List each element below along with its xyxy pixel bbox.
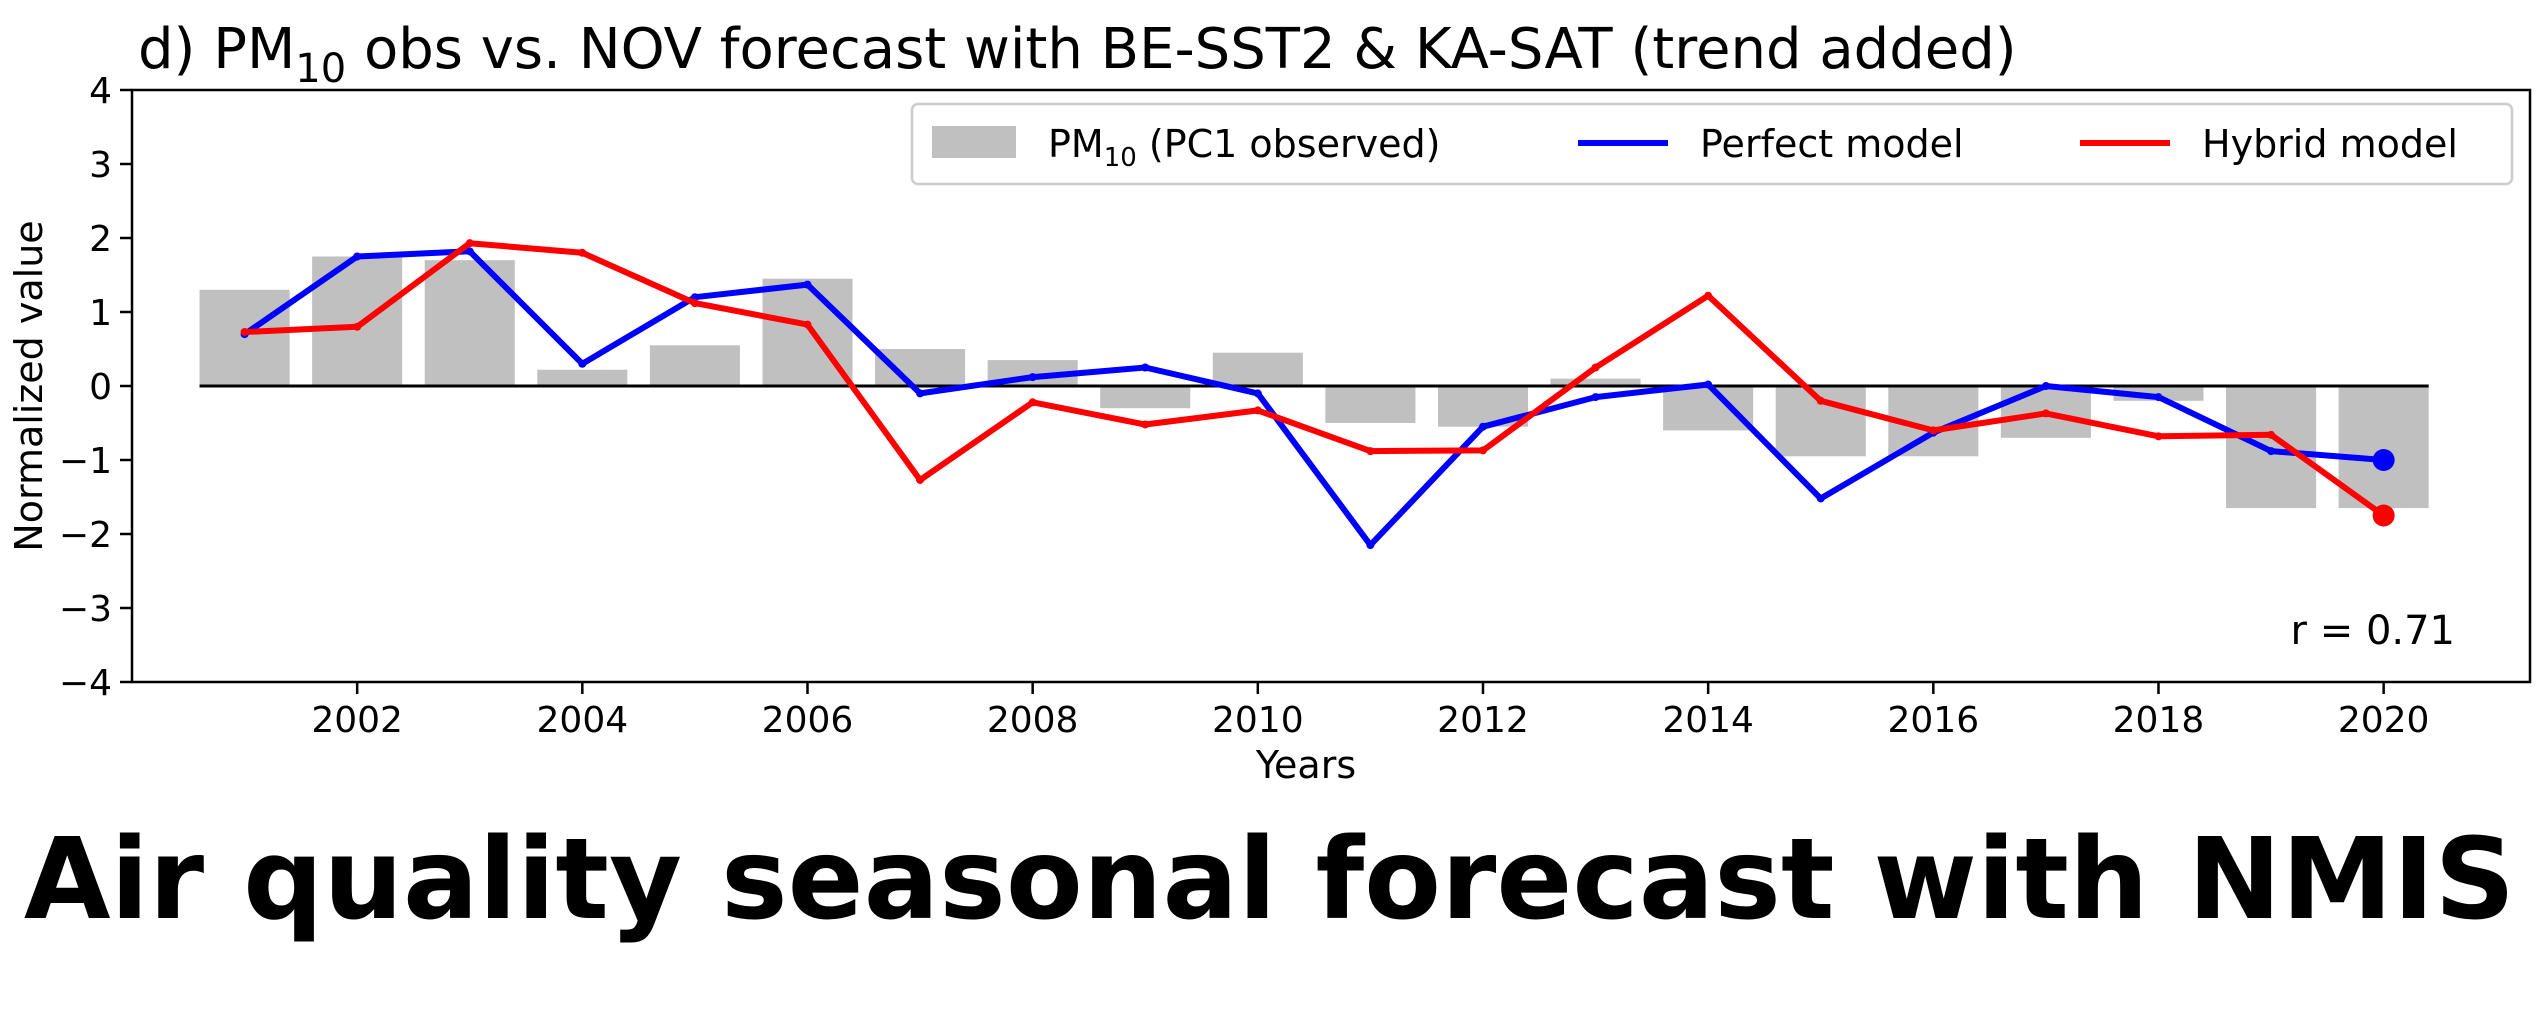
x-tick-label-2020: 2020 bbox=[2338, 700, 2430, 741]
obs-bar-2005 bbox=[649, 345, 740, 386]
perfect-model-point-2017 bbox=[2041, 382, 2050, 390]
hybrid-model-point-2017 bbox=[2041, 409, 2050, 418]
legend-bar-label: PM10 (PC1 observed) bbox=[1048, 122, 1440, 173]
x-tick-label-2008: 2008 bbox=[987, 700, 1079, 741]
y-axis-label: Normalized value bbox=[7, 220, 51, 551]
obs-bar-2014 bbox=[1663, 386, 1754, 431]
hybrid-model-point-2004 bbox=[578, 248, 587, 257]
perfect-model-point-2010 bbox=[1253, 389, 1262, 398]
perfect-model-point-2019 bbox=[2267, 447, 2276, 456]
obs-bar-2007 bbox=[875, 349, 966, 386]
perfect-model-line bbox=[241, 248, 2387, 549]
y-tick-label-5: −1 bbox=[59, 441, 112, 482]
hybrid-model-point-2015 bbox=[1816, 396, 1825, 405]
legend-bar-swatch bbox=[932, 126, 1016, 158]
x-tick-label-2014: 2014 bbox=[1662, 700, 1754, 741]
perfect-model-point-2011 bbox=[1366, 541, 1375, 550]
perfect-model-point-2004 bbox=[578, 359, 587, 368]
x-axis-label: Years bbox=[1255, 743, 1356, 787]
caption: Air quality seasonal forecast with NMIS bbox=[23, 815, 2516, 945]
legend-perfect-label: Perfect model bbox=[1700, 122, 1964, 166]
hybrid-model-point-2009 bbox=[1141, 420, 1150, 429]
y-tick-label-2: 2 bbox=[89, 219, 112, 260]
hybrid-model-point-2014 bbox=[1704, 291, 1713, 300]
lines-layer bbox=[240, 239, 2395, 550]
obs-bar-2013 bbox=[1550, 378, 1641, 386]
hybrid-model-point-2008 bbox=[1028, 398, 1037, 407]
hybrid-model-point-2005 bbox=[690, 299, 699, 308]
hybrid-model-point-2019 bbox=[2267, 430, 2276, 439]
hybrid-model-line bbox=[241, 240, 2387, 519]
x-tick-label-2010: 2010 bbox=[1212, 700, 1304, 741]
perfect-model-point-2002 bbox=[353, 252, 362, 261]
obs-bar-2010 bbox=[1212, 352, 1303, 386]
perfect-model-point-2015 bbox=[1816, 494, 1825, 503]
x-tick-label-2006: 2006 bbox=[762, 700, 854, 741]
perfect-model-point-2020 bbox=[2372, 449, 2395, 471]
obs-bar-2015 bbox=[1775, 386, 1866, 457]
hybrid-model-point-2010 bbox=[1253, 406, 1262, 415]
hybrid-model-point-2003 bbox=[465, 239, 474, 248]
perfect-model-point-2014 bbox=[1704, 380, 1713, 389]
hybrid-model-point-2016 bbox=[1929, 426, 1938, 435]
hybrid-model-point-2013 bbox=[1591, 363, 1600, 372]
pm10-forecast-chart: 4 3 2 1 0 −1 −2 −3 −4 2002 2004 2006 2008 2010 2012 201… bbox=[7, 17, 2532, 787]
perfect-model-point-2013 bbox=[1591, 393, 1600, 402]
perfect-model-point-2003 bbox=[465, 247, 474, 256]
x-tick-label-2012: 2012 bbox=[1437, 700, 1529, 741]
correlation-annotation: r = 0.71 bbox=[2291, 608, 2455, 654]
x-tick-label-2018: 2018 bbox=[2113, 700, 2205, 741]
hybrid-model-point-2007 bbox=[916, 475, 925, 484]
legend-hybrid-label: Hybrid model bbox=[2202, 122, 2458, 166]
chart-title: d) PM10 obs vs. NOV forecast with BE-SST… bbox=[138, 17, 2017, 92]
obs-bar-2011 bbox=[1325, 386, 1416, 423]
y-tick-label-6: −2 bbox=[59, 515, 112, 556]
x-tick-label-2004: 2004 bbox=[537, 700, 629, 741]
y-tick-label-4: 0 bbox=[89, 367, 112, 408]
perfect-model-point-2018 bbox=[2154, 393, 2163, 402]
x-tick-label-2002: 2002 bbox=[311, 700, 403, 741]
obs-bar-2020 bbox=[2338, 386, 2429, 509]
perfect-model-point-2006 bbox=[803, 280, 812, 289]
perfect-model-point-2008 bbox=[1028, 373, 1037, 382]
axes-layer: 4 3 2 1 0 −1 −2 −3 −4 2002 2004 2006 2008 2010 2012 201… bbox=[59, 71, 2430, 741]
hybrid-model-point-2020 bbox=[2372, 504, 2395, 527]
x-tick-label-2016: 2016 bbox=[1888, 700, 1980, 741]
hybrid-model-point-2001 bbox=[240, 327, 249, 336]
hybrid-model-point-2002 bbox=[353, 322, 362, 331]
hybrid-model-point-2018 bbox=[2154, 432, 2163, 441]
perfect-model-point-2012 bbox=[1478, 422, 1487, 431]
obs-bar-2019 bbox=[2226, 386, 2317, 509]
legend-box bbox=[910, 102, 2514, 186]
perfect-model-point-2007 bbox=[916, 389, 925, 398]
y-tick-label-1: 3 bbox=[89, 145, 112, 186]
hybrid-model-point-2011 bbox=[1366, 447, 1375, 456]
y-tick-label-3: 1 bbox=[89, 293, 112, 334]
obs-bar-2009 bbox=[1100, 386, 1191, 409]
perfect-model-point-2009 bbox=[1141, 363, 1150, 372]
legend: PM10 (PC1 observed) Perfect model Hybrid… bbox=[910, 102, 2514, 186]
y-tick-label-7: −3 bbox=[59, 589, 112, 630]
hybrid-model-point-2012 bbox=[1478, 446, 1487, 455]
hybrid-model-point-2006 bbox=[803, 320, 812, 329]
y-tick-label-0: 4 bbox=[89, 71, 112, 112]
y-tick-label-8: −4 bbox=[59, 663, 112, 704]
obs-bar-2004 bbox=[537, 369, 628, 386]
